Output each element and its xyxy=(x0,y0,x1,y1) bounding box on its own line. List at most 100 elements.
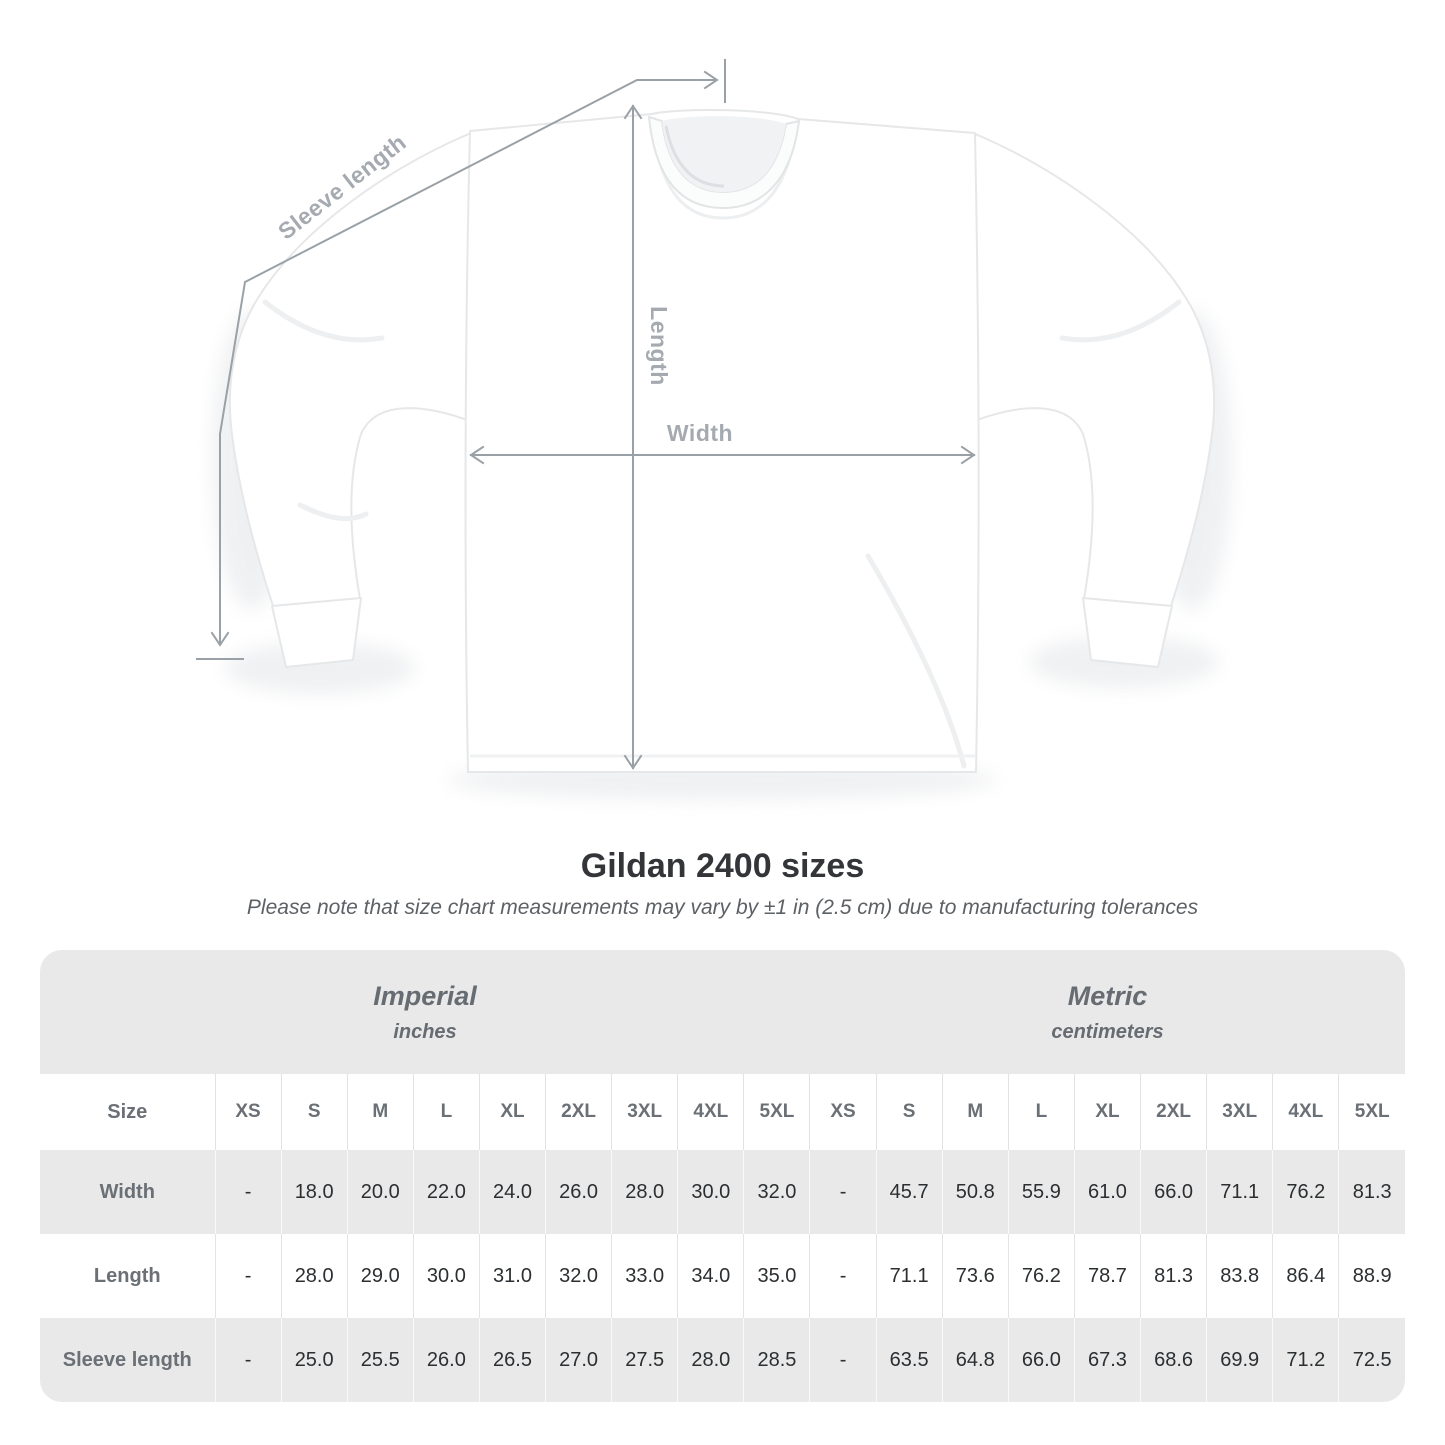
shirt-body xyxy=(464,109,980,773)
size-header-row: Size XS S M L XL 2XL 3XL 4XL 5XL XS S M L XL 2XL 3XL 4XL… xyxy=(40,1074,1405,1150)
row-label: Width xyxy=(40,1150,216,1234)
value-cell: - xyxy=(215,1234,282,1318)
unit-header-row: Imperial inches Metric centimeters xyxy=(40,950,1405,1074)
size-header-imperial-s: S xyxy=(281,1074,348,1150)
imperial-subtitle: inches xyxy=(393,1020,457,1043)
value-cell: 24.0 xyxy=(479,1150,547,1234)
table-row: Sleeve length -25.0 25.5 26.0 26.5 27.0 27.5 28… xyxy=(40,1318,1405,1402)
length-arrow xyxy=(623,104,643,770)
value-cell: 72.5 xyxy=(1338,1318,1405,1402)
value-cell: 73.6 xyxy=(942,1234,1009,1318)
value-cell: 64.8 xyxy=(942,1318,1009,1402)
width-arrow xyxy=(469,445,976,465)
size-header-imperial-l: L xyxy=(413,1074,480,1150)
value-cell: 81.3 xyxy=(1338,1150,1405,1234)
metric-title: Metric xyxy=(1067,980,1148,1011)
size-header-metric-xl: XL xyxy=(1074,1074,1142,1150)
sleeve-length-arrow xyxy=(196,59,726,660)
long-sleeve-shirt-diagram: Sleeve length Length Width xyxy=(196,59,1232,800)
value-cell: 61.0 xyxy=(1074,1150,1142,1234)
value-cell: 71.1 xyxy=(1206,1150,1274,1234)
size-header-metric-m: M xyxy=(942,1074,1009,1150)
neck-opening xyxy=(662,116,786,192)
value-cell: 34.0 xyxy=(677,1234,745,1318)
size-header-imperial-3xl: 3XL xyxy=(611,1074,679,1150)
right-cuff xyxy=(1082,597,1173,668)
value-cell: 31.0 xyxy=(479,1234,547,1318)
size-header-metric-l: L xyxy=(1008,1074,1075,1150)
right-sleeve xyxy=(972,132,1216,607)
size-header-imperial-2xl: 2XL xyxy=(545,1074,613,1150)
value-cell: - xyxy=(809,1150,877,1234)
value-cell: 76.2 xyxy=(1008,1234,1075,1318)
size-header-imperial-4xl: 4XL xyxy=(677,1074,745,1150)
value-cell: 26.0 xyxy=(413,1318,480,1402)
fabric-creases xyxy=(262,299,1182,769)
value-cell: - xyxy=(215,1318,282,1402)
value-cell: 67.3 xyxy=(1074,1318,1142,1402)
metric-header-cell: Metric centimeters xyxy=(809,950,1405,1074)
value-cell: 55.9 xyxy=(1008,1150,1075,1234)
value-cell: 26.0 xyxy=(545,1150,613,1234)
table-row: Width -18.0 20.0 22.0 24.0 26.0 28.0 30.0 32.0-4… xyxy=(40,1150,1405,1234)
measurement-lines xyxy=(196,59,976,770)
tolerance-note: Please note that size chart measurements… xyxy=(246,896,1199,919)
size-header-metric-xs: XS xyxy=(809,1074,877,1150)
value-cell: 63.5 xyxy=(876,1318,943,1402)
row-label: Sleeve length xyxy=(40,1318,216,1402)
imperial-title: Imperial xyxy=(373,980,477,1011)
value-cell: 81.3 xyxy=(1140,1234,1208,1318)
value-cell: 78.7 xyxy=(1074,1234,1142,1318)
size-table: Imperial inches Metric centimeters Size … xyxy=(40,950,1405,1402)
value-cell: 22.0 xyxy=(413,1150,480,1234)
size-column-label: Size xyxy=(40,1074,216,1150)
value-cell: 71.2 xyxy=(1272,1318,1340,1402)
size-header-metric-4xl: 4XL xyxy=(1272,1074,1340,1150)
value-cell: 25.0 xyxy=(281,1318,348,1402)
size-header-imperial-xl: XL xyxy=(479,1074,547,1150)
shirt-illustration xyxy=(228,109,1216,773)
value-cell: 28.0 xyxy=(281,1234,348,1318)
value-cell: 18.0 xyxy=(281,1150,348,1234)
left-cuff xyxy=(271,597,362,668)
value-cell: - xyxy=(215,1150,282,1234)
value-cell: 28.0 xyxy=(611,1150,679,1234)
value-cell: 66.0 xyxy=(1140,1150,1208,1234)
value-cell: 26.5 xyxy=(479,1318,547,1402)
value-cell: 32.0 xyxy=(743,1150,811,1234)
width-label: Width xyxy=(667,420,733,446)
page-title: Gildan 2400 sizes xyxy=(580,847,865,885)
size-header-imperial-xs: XS xyxy=(215,1074,282,1150)
length-label: Length xyxy=(646,306,672,386)
imperial-header-cell: Imperial inches xyxy=(40,950,810,1074)
value-cell: 68.6 xyxy=(1140,1318,1208,1402)
metric-subtitle: centimeters xyxy=(1051,1020,1164,1043)
value-cell: 45.7 xyxy=(876,1150,943,1234)
value-cell: 33.0 xyxy=(611,1234,679,1318)
value-cell: 30.0 xyxy=(413,1234,480,1318)
value-cell: 29.0 xyxy=(347,1234,414,1318)
value-cell: 69.9 xyxy=(1206,1318,1274,1402)
table-row: Length -28.0 29.0 30.0 31.0 32.0 33.0 34.0 35.0-… xyxy=(40,1234,1405,1318)
neck-inner-shade xyxy=(664,125,725,188)
value-cell: 28.0 xyxy=(677,1318,745,1402)
value-cell: 27.5 xyxy=(611,1318,679,1402)
value-cell: 20.0 xyxy=(347,1150,414,1234)
value-cell: 25.5 xyxy=(347,1318,414,1402)
value-cell: 66.0 xyxy=(1008,1318,1075,1402)
left-sleeve xyxy=(228,132,472,607)
value-cell: 86.4 xyxy=(1272,1234,1340,1318)
size-header-metric-2xl: 2XL xyxy=(1140,1074,1208,1150)
value-cell: 32.0 xyxy=(545,1234,613,1318)
value-cell: 35.0 xyxy=(743,1234,811,1318)
value-cell: 88.9 xyxy=(1338,1234,1405,1318)
value-cell: - xyxy=(809,1234,877,1318)
size-header-imperial-5xl: 5XL xyxy=(743,1074,811,1150)
size-header-metric-3xl: 3XL xyxy=(1206,1074,1274,1150)
size-header-metric-s: S xyxy=(876,1074,943,1150)
value-cell: 76.2 xyxy=(1272,1150,1340,1234)
caption-block: Gildan 2400 sizes Please note that size … xyxy=(0,846,1445,920)
product-measurement-figure: Sleeve length Length Width xyxy=(196,59,1232,800)
row-label: Length xyxy=(40,1234,216,1318)
